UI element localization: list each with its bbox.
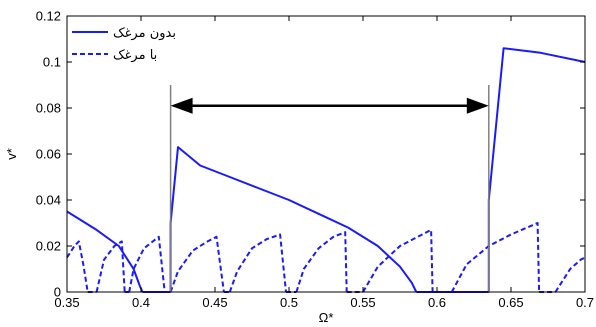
legend-label: با مرغک	[113, 48, 157, 63]
legend-label: بدون مرغک	[113, 26, 176, 41]
series-2	[66, 222, 586, 293]
series-line-segment	[450, 222, 541, 293]
series-line-segment	[295, 231, 348, 293]
series-line-segment	[95, 240, 126, 293]
series-line-segment	[362, 228, 434, 293]
series-line-segment	[169, 235, 225, 293]
x-tick-label: 0.35	[54, 295, 79, 310]
series-line-segment	[128, 235, 166, 293]
y-tick-label: 0	[54, 285, 61, 300]
series-line-segment	[66, 210, 144, 293]
y-tick-label: 0.12	[36, 9, 61, 24]
arrow-head-left	[170, 97, 193, 114]
y-tick-label: 0.06	[36, 147, 61, 162]
y-tick-label: 0.04	[36, 193, 61, 208]
x-tick-label: 0.4	[132, 295, 150, 310]
series-line-segment	[554, 256, 586, 293]
x-tick-label: 0.45	[202, 295, 227, 310]
series-line-segment	[487, 47, 586, 292]
x-tick-label: 0.6	[428, 295, 446, 310]
x-axis-label: Ω*	[319, 310, 334, 325]
ticks-layer: 0.35 0.4 0.45 0.5 0.55 0.6 0.65 0.7 0 0.02 0.04 0.0…	[36, 9, 594, 311]
series-line-segment	[66, 240, 89, 293]
series-line-segment	[169, 146, 418, 293]
x-tick-label: 0.5	[280, 295, 298, 310]
x-tick-label: 0.65	[498, 295, 523, 310]
y-tick-label: 0.08	[36, 101, 61, 116]
series-line-segment	[228, 233, 287, 293]
y-axis-label: v*	[4, 148, 19, 160]
x-tick-label: 0.55	[350, 295, 375, 310]
x-tick-label: 0.7	[576, 295, 594, 310]
arrow-head-right	[466, 97, 489, 114]
plot-lines	[66, 47, 586, 293]
series-1	[66, 47, 586, 293]
y-tick-label: 0.1	[43, 55, 61, 70]
annotation-layer	[169, 85, 490, 292]
legend: بدون مرغک با مرغک	[72, 26, 176, 63]
y-tick-label: 0.02	[36, 239, 61, 254]
